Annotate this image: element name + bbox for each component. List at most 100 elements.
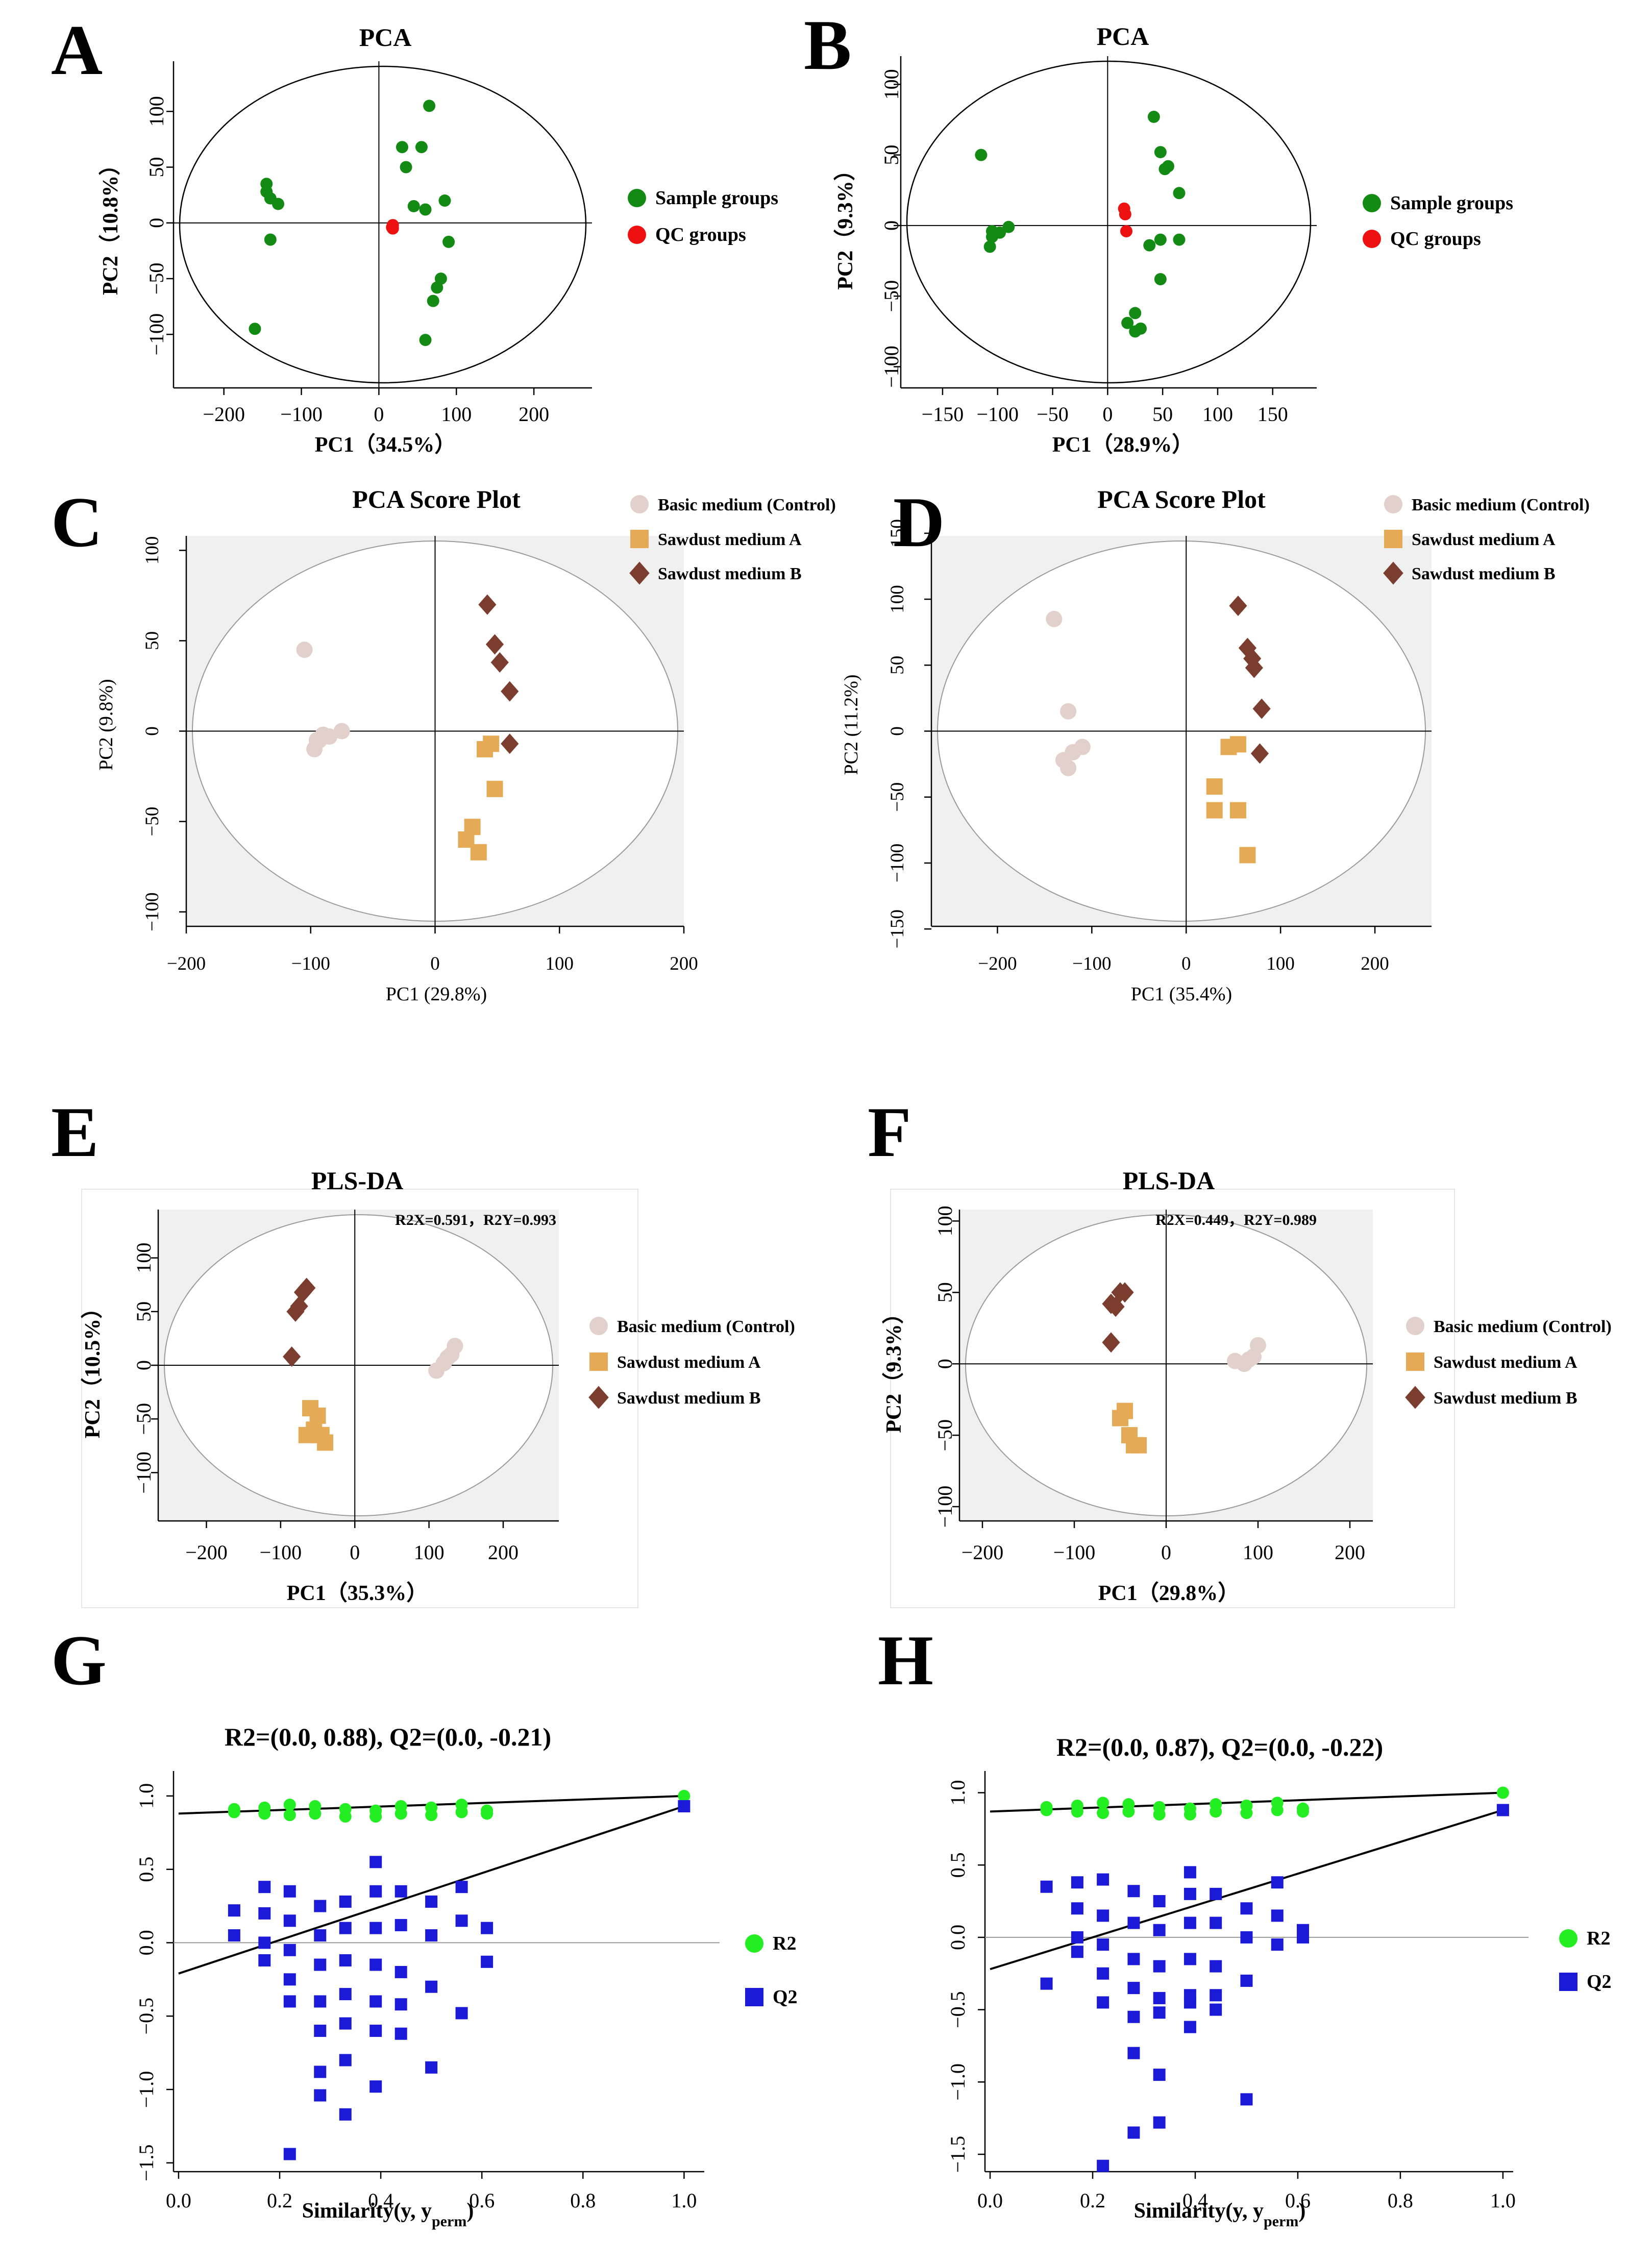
data-point [1496, 1786, 1509, 1799]
data-point [283, 1995, 296, 2008]
x-tick-label: 0.0 [977, 2189, 1003, 2212]
legend-label: Sawdust medium A [1412, 530, 1556, 549]
y-tick-label: 50 [142, 631, 163, 650]
x-tick-label: 200 [670, 953, 698, 974]
y-tick-label: 0 [887, 726, 908, 736]
data-point [1129, 325, 1142, 338]
y-tick-label: 0.5 [135, 1857, 158, 1882]
legend-marker [589, 1317, 608, 1335]
y-tick-label: −1.0 [946, 2063, 969, 2101]
data-point [1060, 759, 1077, 776]
legend-marker [628, 189, 646, 207]
data-point [1143, 239, 1156, 252]
x-axis-label-sub: perm [432, 2213, 466, 2230]
data-point [1153, 2116, 1166, 2129]
y-tick-label: 50 [887, 656, 908, 675]
series-sawdust-medium-a [1206, 736, 1256, 864]
y-tick-label: 0 [142, 726, 163, 736]
data-point [1271, 1909, 1284, 1922]
data-point [425, 1809, 438, 1822]
data-point [333, 723, 350, 740]
data-point [339, 2108, 352, 2121]
y-tick-label: 1.0 [946, 1780, 969, 1806]
data-point [1112, 1410, 1128, 1427]
legend-label: Sawdust medium A [1434, 1353, 1577, 1372]
legend-label: R2 [773, 1933, 796, 1954]
data-point [1060, 703, 1077, 720]
y-tick-label: −100 [132, 1452, 155, 1494]
x-tick-label: 200 [519, 403, 549, 426]
chart-title: PCA Score Plot [1097, 485, 1266, 513]
y-tick-label: 0 [132, 1360, 155, 1370]
data-point [442, 235, 455, 248]
data-point [1097, 1967, 1109, 1980]
x-tick-label: 0 [1102, 403, 1113, 426]
legend-label: Basic medium (Control) [617, 1317, 795, 1336]
data-point [258, 1936, 271, 1949]
legend-label: QC groups [1390, 228, 1481, 250]
data-point [1229, 595, 1247, 616]
data-point [490, 652, 509, 673]
data-point [283, 1809, 296, 1822]
series-q2 [228, 1800, 691, 2160]
x-axis-label-end: ) [1298, 2199, 1305, 2223]
y-tick-label: 0 [880, 220, 903, 231]
series-basic-medium-control- [296, 642, 350, 757]
panel-letter: B [804, 6, 851, 85]
legend-marker [1363, 194, 1381, 212]
y-tick-label: 100 [132, 1243, 155, 1273]
series-sample-groups [975, 110, 1186, 338]
series-sawdust-medium-b [283, 1277, 316, 1367]
x-tick-label: 1.0 [671, 2189, 697, 2212]
y-tick-label: 0 [933, 1359, 956, 1369]
data-point [1239, 847, 1256, 864]
data-point [1210, 1887, 1222, 1900]
data-point [425, 1929, 438, 1942]
data-point [283, 1885, 296, 1898]
data-point [1097, 1873, 1109, 1886]
x-tick-label: 100 [1202, 403, 1233, 426]
chart-title: PLS-DA [1123, 1166, 1215, 1195]
series-qc-groups [386, 219, 399, 235]
legend-marker [1384, 530, 1402, 548]
panel-letter: E [51, 1093, 98, 1172]
data-point [1153, 2069, 1166, 2081]
data-point [1040, 1977, 1053, 1990]
x-axis-label-main: Similarity(y, y [302, 2199, 432, 2223]
data-point [1240, 1902, 1253, 1915]
panel-g: 0.0 0.2 0.4 0.6 0.8 1.0 1.0 0.5 0.0 −0.5 −1.0 −1.5 G… [51, 1621, 798, 2230]
series-r2 [1040, 1786, 1509, 1821]
data-point [317, 1434, 334, 1451]
data-point [1040, 1880, 1053, 1893]
data-point [1071, 1946, 1083, 1958]
y-axis-label: PC2（10.8%） [98, 154, 122, 296]
data-point [447, 1338, 463, 1355]
legend-marker [1559, 1929, 1577, 1948]
legend-label: Basic medium (Control) [1434, 1317, 1612, 1336]
data-point [485, 634, 504, 655]
y-tick-label: 0.0 [946, 1925, 969, 1950]
series-q2 [1040, 1804, 1509, 2172]
data-point [1245, 657, 1263, 678]
data-point [1127, 2010, 1140, 2023]
data-point [438, 194, 451, 207]
data-point [1240, 1807, 1253, 1820]
data-point [1153, 1895, 1166, 1908]
data-point [394, 2027, 407, 2040]
y-tick-label: 50 [933, 1282, 956, 1302]
x-tick-label: 0.4 [368, 2189, 393, 2212]
y-tick-label: −100 [880, 346, 903, 388]
data-point [425, 1980, 438, 1993]
data-point [425, 2061, 438, 2074]
legend-marker [589, 1353, 608, 1371]
legend-marker [1383, 561, 1403, 585]
data-point [314, 2066, 327, 2078]
data-point [260, 185, 273, 198]
data-point [258, 1881, 271, 1894]
series-sawdust-medium-a [1112, 1403, 1147, 1454]
data-point [1240, 1931, 1253, 1944]
legend-label: R2 [1587, 1928, 1610, 1949]
data-point [501, 681, 519, 702]
panel-letter: G [51, 1621, 107, 1700]
